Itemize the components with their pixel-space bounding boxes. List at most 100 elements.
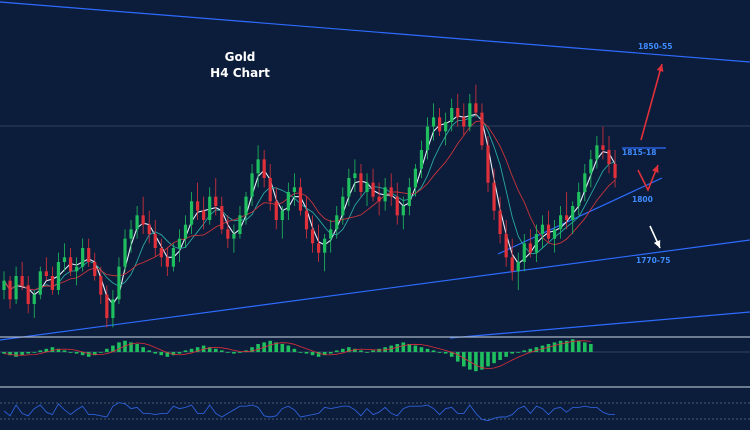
histogram-bar bbox=[552, 342, 557, 352]
histogram-bar bbox=[583, 342, 587, 352]
histogram-bar bbox=[2, 352, 6, 354]
candle-body bbox=[292, 187, 296, 192]
histogram-bar bbox=[425, 348, 430, 352]
candle-body bbox=[444, 122, 448, 132]
candle-body bbox=[8, 280, 12, 300]
candle-body bbox=[202, 210, 206, 220]
candle-body bbox=[601, 145, 605, 150]
candle-body bbox=[335, 215, 339, 230]
histogram-bar bbox=[589, 344, 593, 352]
histogram-bar bbox=[135, 344, 139, 352]
histogram-bar bbox=[220, 350, 224, 352]
candle-body bbox=[38, 271, 42, 295]
candle-body bbox=[171, 248, 175, 267]
histogram-bar bbox=[504, 352, 508, 357]
histogram-bar bbox=[322, 352, 327, 356]
histogram-bar bbox=[546, 344, 551, 352]
candle-body bbox=[159, 248, 163, 258]
histogram-bar bbox=[310, 352, 315, 356]
candle-body bbox=[256, 159, 260, 174]
histogram-bar bbox=[359, 350, 363, 352]
candle-body bbox=[232, 234, 236, 239]
candle-body bbox=[456, 108, 460, 118]
chart-subtitle: H4 Chart bbox=[210, 66, 270, 80]
candle-body bbox=[304, 210, 309, 230]
candle-body bbox=[196, 201, 200, 211]
candle-body bbox=[26, 285, 30, 304]
histogram-bar bbox=[498, 352, 502, 360]
candle-body bbox=[214, 196, 218, 206]
candle-body bbox=[431, 117, 436, 127]
moving-averages bbox=[3, 113, 616, 305]
candle-body bbox=[50, 276, 54, 290]
candle-body bbox=[220, 206, 224, 230]
histogram-bar bbox=[468, 352, 472, 370]
histogram-bar bbox=[177, 352, 182, 354]
histogram-bar bbox=[570, 339, 575, 352]
upside-target-arrow bbox=[640, 63, 663, 141]
histogram-signal-line bbox=[3, 340, 591, 370]
candle-body bbox=[577, 192, 581, 206]
histogram-bar bbox=[238, 352, 242, 353]
histogram-bar bbox=[437, 352, 442, 353]
candle-body bbox=[552, 229, 557, 239]
histogram-bar bbox=[226, 352, 230, 353]
histogram-bar bbox=[44, 348, 49, 352]
histogram-bar bbox=[256, 344, 260, 352]
candle-body bbox=[262, 159, 266, 178]
histogram-bar bbox=[558, 340, 563, 352]
candle-body bbox=[129, 229, 133, 239]
histogram-bar bbox=[431, 350, 436, 352]
histogram-bar bbox=[316, 352, 321, 357]
candle-body bbox=[371, 182, 375, 197]
candle-body bbox=[238, 215, 242, 234]
histogram-bar bbox=[129, 342, 133, 352]
histogram-bar bbox=[564, 340, 569, 352]
candle-body bbox=[298, 187, 303, 211]
candle-body bbox=[347, 178, 351, 197]
histogram-bar bbox=[8, 352, 12, 356]
histogram-bar bbox=[449, 352, 454, 357]
candle-body bbox=[268, 178, 272, 202]
candle-body bbox=[438, 117, 442, 132]
candle-body bbox=[389, 187, 393, 197]
candle-body bbox=[105, 294, 109, 318]
histogram-bar bbox=[371, 350, 375, 352]
candle-body bbox=[14, 276, 18, 300]
upside-target-arrow-head bbox=[656, 64, 664, 72]
candle-body bbox=[589, 159, 593, 174]
candle-body bbox=[504, 234, 508, 258]
candle-body bbox=[44, 271, 48, 276]
candle-body bbox=[244, 196, 248, 216]
candle-body bbox=[117, 266, 121, 300]
candle-body bbox=[486, 145, 490, 183]
histogram-bar bbox=[522, 350, 527, 352]
histogram-bar bbox=[26, 352, 30, 354]
histogram-bar bbox=[68, 352, 73, 353]
histogram-bar bbox=[443, 352, 448, 354]
candle-body bbox=[189, 201, 194, 225]
histogram-bar bbox=[62, 350, 67, 352]
histogram-bar bbox=[80, 352, 85, 356]
histogram-bar bbox=[250, 347, 254, 352]
ma-mid-line bbox=[3, 114, 616, 291]
candle-body bbox=[323, 238, 327, 253]
indicator-panels bbox=[0, 336, 750, 422]
histogram-bar bbox=[413, 345, 418, 352]
histogram-bar bbox=[232, 352, 236, 354]
histogram-bar bbox=[189, 348, 194, 352]
candle-body bbox=[75, 266, 79, 272]
candle-body bbox=[583, 173, 587, 192]
histogram-bar bbox=[32, 352, 37, 353]
histogram-bar bbox=[298, 352, 303, 353]
candle-body bbox=[20, 276, 24, 286]
level-label: 1800 bbox=[632, 195, 653, 204]
histogram-bar bbox=[105, 348, 109, 352]
candle-body bbox=[474, 103, 478, 113]
ma-slow-line bbox=[3, 120, 616, 291]
histogram-bar bbox=[486, 352, 490, 367]
histogram-bar bbox=[92, 352, 97, 356]
histogram-bar bbox=[171, 352, 176, 356]
candle-body bbox=[559, 215, 563, 230]
